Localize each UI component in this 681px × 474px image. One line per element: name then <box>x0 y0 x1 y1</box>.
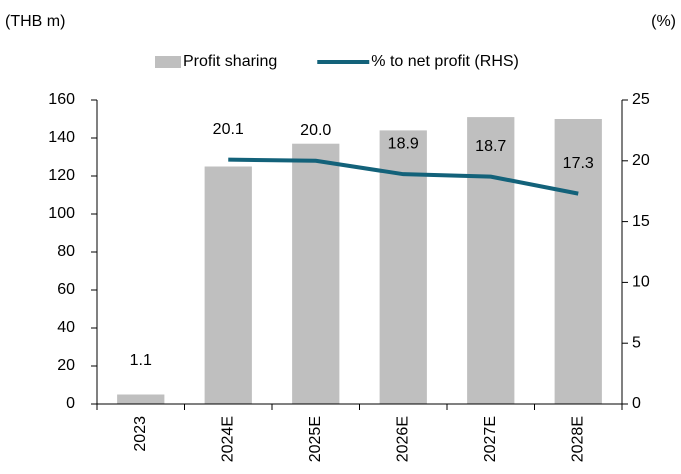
data-label: 18.7 <box>475 138 506 155</box>
y-unit: (THB m) <box>5 13 65 30</box>
data-label: 17.3 <box>563 155 594 172</box>
data-label: 18.9 <box>388 135 419 152</box>
y2-tick-label: 15 <box>632 213 650 230</box>
x-tick-label: 2027E <box>482 416 499 462</box>
line <box>228 157 579 196</box>
data-label: 20.1 <box>213 121 244 138</box>
bar <box>204 166 252 404</box>
y2-tick-label: 5 <box>632 334 641 351</box>
y2-tick-label: 10 <box>632 274 650 291</box>
y-tick-label: 160 <box>48 91 75 108</box>
y-tick-label: 0 <box>66 395 75 412</box>
y-tick-label: 60 <box>57 281 75 298</box>
data-label: 20.0 <box>300 122 331 139</box>
x-tick-label: 2026E <box>394 416 411 462</box>
bar <box>554 119 602 404</box>
bar <box>467 117 515 404</box>
y-tick-label: 100 <box>48 205 75 222</box>
legend-swatch <box>155 56 181 68</box>
y-tick-label: 20 <box>57 357 75 374</box>
data-label: 1.1 <box>130 352 152 369</box>
y2-tick-label: 0 <box>632 395 641 412</box>
y-tick-label: 120 <box>48 167 75 184</box>
y2-tick-label: 25 <box>632 91 650 108</box>
x-tick-label: 2028E <box>569 416 586 462</box>
y2-unit: (%) <box>651 13 676 30</box>
x-tick-label: 2024E <box>219 416 236 462</box>
legend-label: % to net profit (RHS) <box>371 53 519 70</box>
legend-label: Profit sharing <box>183 53 277 70</box>
y-tick-label: 80 <box>57 243 75 260</box>
y-tick-label: 40 <box>57 319 75 336</box>
y2-tick-label: 20 <box>632 152 650 169</box>
x-tick-label: 2025E <box>307 416 324 462</box>
y-tick-label: 140 <box>48 129 75 146</box>
x-tick-label: 2023 <box>132 416 149 452</box>
bar <box>292 143 340 404</box>
bar <box>117 394 165 404</box>
